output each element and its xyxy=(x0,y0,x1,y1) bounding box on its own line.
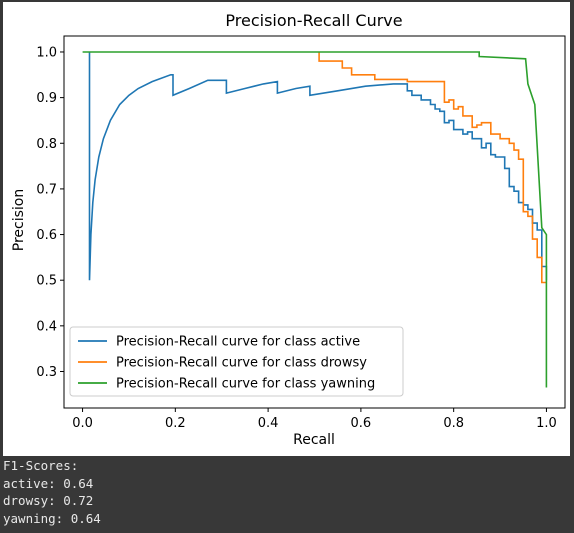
series-line-2 xyxy=(82,51,548,388)
output-line-active: active: 0.64 xyxy=(3,475,94,491)
legend-label: Precision-Recall curve for class active xyxy=(116,335,360,350)
y-tick-label: 1.0 xyxy=(36,45,57,60)
x-tick-label: 0.0 xyxy=(72,416,93,431)
x-tick-label: 0.6 xyxy=(351,416,372,431)
y-tick-label: 0.5 xyxy=(36,274,57,289)
x-axis-label: Recall xyxy=(293,432,335,448)
legend-box xyxy=(69,326,404,397)
x-tick-label: 0.8 xyxy=(443,416,464,431)
series-line-1 xyxy=(318,52,547,284)
console-output: F1-Scores: active: 0.64 drowsy: 0.72 yaw… xyxy=(3,457,571,533)
x-tick-label: 1.0 xyxy=(536,416,557,431)
precision-recall-chart: Precision-Recall Curve 0.0 0.2 0.4 0.6 0.8 1.… xyxy=(11,11,566,448)
y-tick-label: 0.7 xyxy=(36,182,57,197)
x-tick-label: 0.4 xyxy=(258,416,279,431)
axes-frame xyxy=(63,35,566,409)
output-line-yawning: yawning: 0.64 xyxy=(3,510,101,526)
x-tick-label: 0.2 xyxy=(165,416,186,431)
legend-label: Precision-Recall curve for class drowsy xyxy=(116,356,367,371)
y-tick-label: 0.6 xyxy=(36,228,57,243)
y-axis-label: Precision xyxy=(11,189,27,251)
x-axis-ticks: 0.0 0.2 0.4 0.6 0.8 1.0 xyxy=(72,408,557,431)
y-tick-label: 0.4 xyxy=(36,319,57,334)
legend: Precision-Recall curve for class active P… xyxy=(69,326,404,397)
legend-label: Precision-Recall curve for class yawning xyxy=(116,377,375,392)
plot-lines xyxy=(82,51,548,388)
chart-title: Precision-Recall Curve xyxy=(225,11,402,30)
output-line-header: F1-Scores: xyxy=(3,458,79,473)
output-line-drowsy: drowsy: 0.72 xyxy=(3,493,94,508)
series-line-0 xyxy=(88,52,548,281)
chart-figure: Precision-Recall Curve 0.0 0.2 0.4 0.6 0.8 1.… xyxy=(3,2,570,456)
y-axis-ticks: 0.3 0.4 0.5 0.6 0.7 0.8 0.9 1.0 xyxy=(36,45,64,380)
y-tick-label: 0.8 xyxy=(36,137,57,152)
y-tick-label: 0.9 xyxy=(36,91,57,106)
y-tick-label: 0.3 xyxy=(36,365,57,380)
